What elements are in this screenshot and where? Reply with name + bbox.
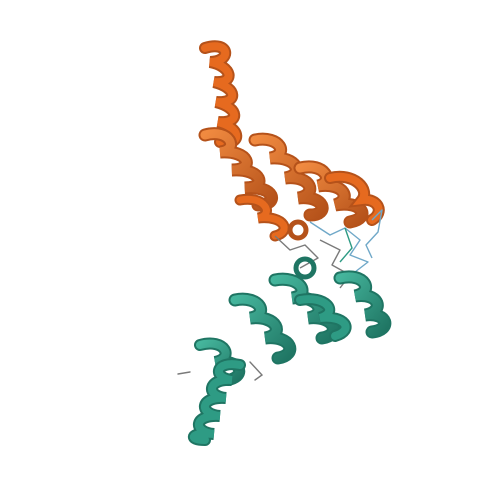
teal-bottom-helix [177,358,264,446]
orange-top-helix [199,40,243,149]
orange-helix-bundle [198,127,385,242]
teal-helix-bundle [194,256,392,386]
